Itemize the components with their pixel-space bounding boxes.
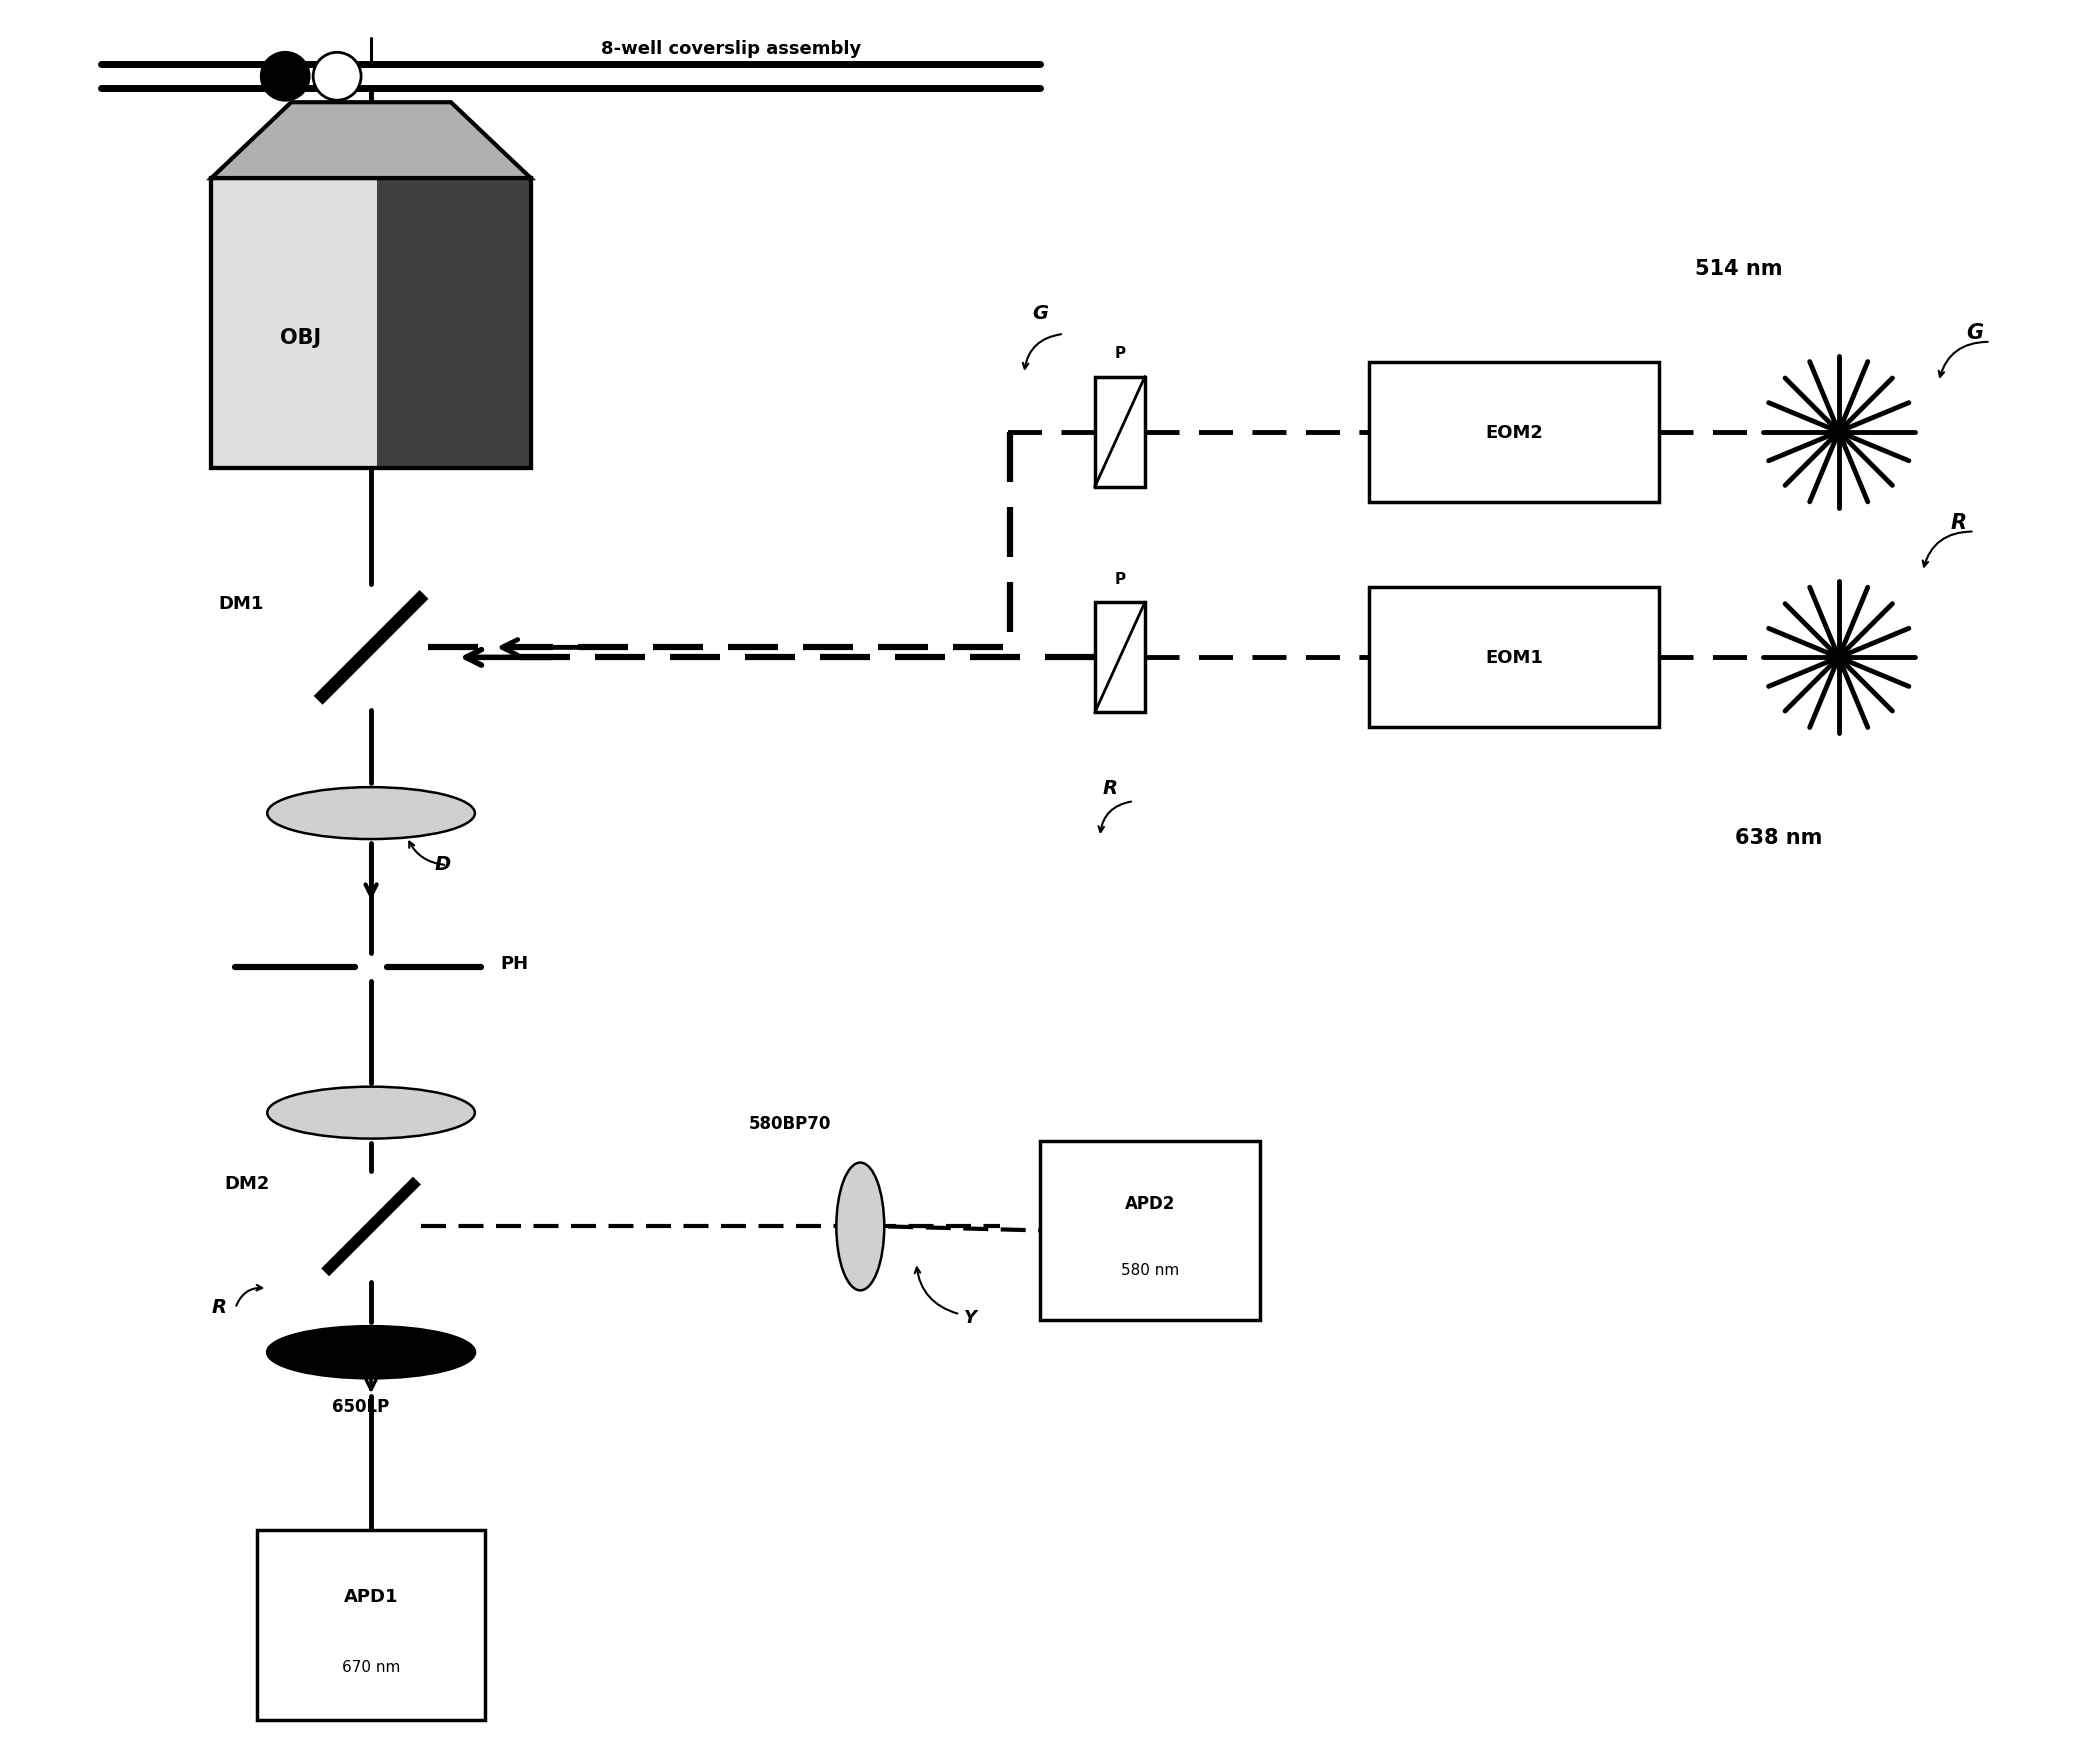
Bar [1040, 1140, 1259, 1321]
Bar [1370, 362, 1660, 503]
Ellipse shape [267, 787, 474, 840]
Ellipse shape [267, 1088, 474, 1139]
Text: APD1: APD1 [345, 1588, 399, 1606]
Bar [378, 179, 530, 469]
Bar [211, 179, 530, 469]
Text: R: R [211, 1298, 226, 1316]
Text: G: G [1967, 323, 1984, 343]
Text: 650LP: 650LP [332, 1397, 390, 1416]
Ellipse shape [837, 1163, 883, 1291]
Text: 8-well coverslip assembly: 8-well coverslip assembly [601, 40, 860, 58]
Text: 638 nm: 638 nm [1735, 828, 1823, 847]
Text: P: P [1115, 571, 1125, 587]
Text: R: R [1950, 513, 1967, 532]
Text: 670 nm: 670 nm [342, 1659, 401, 1674]
Bar [211, 179, 530, 469]
Bar [1370, 589, 1660, 727]
Text: DM2: DM2 [226, 1174, 269, 1191]
Text: 580 nm: 580 nm [1121, 1263, 1180, 1277]
Text: G: G [1031, 304, 1048, 323]
Text: P: P [1115, 346, 1125, 362]
Text: DM1: DM1 [219, 596, 263, 613]
Text: EOM1: EOM1 [1485, 648, 1543, 668]
Text: 580BP70: 580BP70 [750, 1114, 831, 1132]
Text: Y: Y [965, 1309, 977, 1327]
Text: PH: PH [501, 954, 528, 972]
Circle shape [313, 53, 361, 102]
Text: OBJ: OBJ [280, 329, 322, 348]
Text: 514 nm: 514 nm [1695, 258, 1783, 279]
Text: R: R [1102, 778, 1117, 798]
Ellipse shape [267, 1327, 474, 1379]
Text: APD2: APD2 [1125, 1195, 1176, 1212]
Polygon shape [211, 104, 530, 179]
Bar [257, 1530, 484, 1720]
Bar [1094, 378, 1144, 487]
Bar [1094, 603, 1144, 713]
Circle shape [261, 53, 309, 102]
Bar [211, 179, 378, 469]
Text: D: D [434, 854, 451, 873]
Text: EOM2: EOM2 [1485, 423, 1543, 441]
